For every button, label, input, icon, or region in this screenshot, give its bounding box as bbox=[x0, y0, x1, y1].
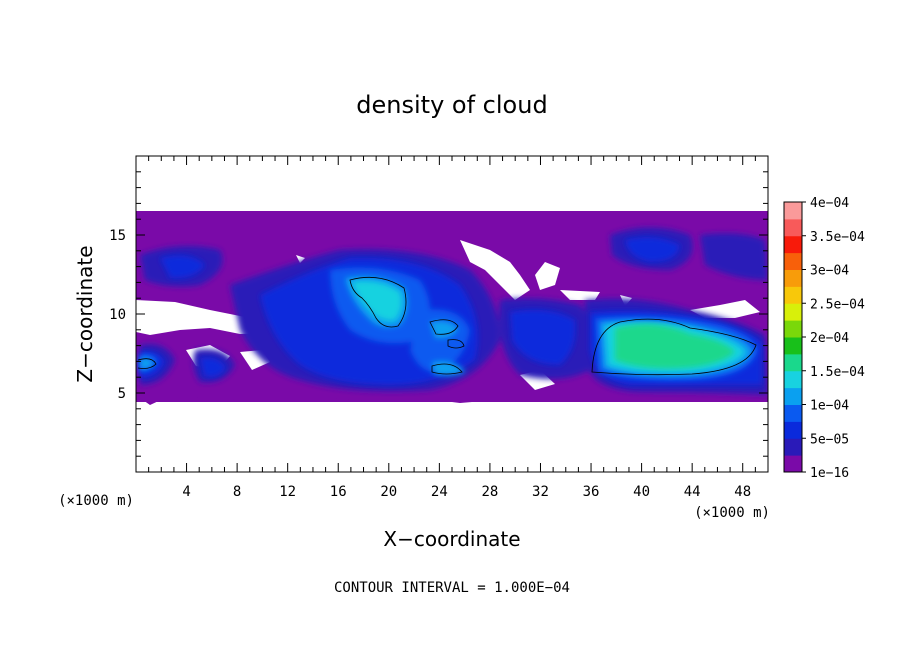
x-unit-label: (×1000 m) bbox=[694, 505, 770, 521]
x-tick-labels: 4 8 12 16 20 24 28 32 36 40 44 48 bbox=[182, 484, 751, 500]
colorbar-swatch bbox=[784, 252, 802, 270]
colorbar-label: 3.5e−04 bbox=[810, 230, 865, 245]
level-6-region bbox=[615, 324, 735, 369]
x-axis-label: X−coordinate bbox=[383, 527, 520, 551]
x-tick-label: 28 bbox=[481, 484, 498, 500]
x-tick-label: 16 bbox=[330, 484, 347, 500]
colorbar-swatch bbox=[784, 235, 802, 254]
x-tick-label: 44 bbox=[684, 484, 701, 500]
x-tick-label: 8 bbox=[233, 484, 241, 500]
colorbar-swatch bbox=[784, 202, 802, 220]
colorbar bbox=[783, 201, 803, 473]
x-tick-label: 48 bbox=[734, 484, 751, 500]
y-axis-label: Z−coordinate bbox=[73, 245, 97, 382]
x-tick-label: 12 bbox=[279, 484, 296, 500]
colorbar-swatch bbox=[784, 269, 802, 287]
axis-ticks bbox=[135, 155, 769, 473]
x-tick-label: 20 bbox=[380, 484, 397, 500]
y-tick-labels: 5 10 15 bbox=[109, 228, 126, 402]
colorbar-swatch bbox=[784, 387, 802, 405]
cloud-lower-edge bbox=[136, 395, 768, 405]
colorbar-label: 1.5e−04 bbox=[810, 365, 865, 380]
colorbar-label: 2e−04 bbox=[810, 331, 849, 346]
colorbar-swatch bbox=[784, 303, 802, 321]
y-tick-label: 10 bbox=[109, 307, 126, 323]
colorbar-label: 1e−16 bbox=[810, 466, 849, 481]
x-tick-label: 4 bbox=[182, 484, 190, 500]
contour-field bbox=[136, 211, 768, 405]
colorbar-swatch bbox=[784, 353, 802, 372]
colorbar-swatch bbox=[784, 320, 802, 338]
colorbar-labels: 1e−16 5e−05 1e−04 1.5e−04 2e−04 2.5e−04 3e−04 3… bbox=[802, 196, 865, 481]
x-tick-label: 24 bbox=[431, 484, 448, 500]
colorbar-swatch bbox=[784, 337, 802, 355]
x-tick-label: 36 bbox=[583, 484, 600, 500]
x-tick-label: 32 bbox=[532, 484, 549, 500]
y-unit-label: (×1000 m) bbox=[58, 493, 134, 509]
colorbar-swatch bbox=[784, 286, 802, 304]
colorbar-swatch bbox=[784, 218, 802, 237]
colorbar-label: 1e−04 bbox=[810, 399, 849, 414]
y-tick-label: 5 bbox=[118, 386, 126, 402]
colorbar-label: 3e−04 bbox=[810, 264, 849, 279]
contour-interval-note: CONTOUR INTERVAL = 1.000E−04 bbox=[334, 580, 570, 596]
contour-lines bbox=[137, 276, 757, 376]
x-tick-label: 40 bbox=[633, 484, 650, 500]
colorbar-swatch bbox=[784, 370, 802, 389]
y-tick-label: 15 bbox=[109, 228, 126, 244]
colorbar-label: 4e−04 bbox=[810, 196, 849, 211]
colorbar-label: 2.5e−04 bbox=[810, 297, 865, 312]
colorbar-swatch bbox=[784, 438, 802, 456]
colorbar-swatch bbox=[784, 455, 802, 473]
colorbar-swatch bbox=[784, 404, 802, 422]
chart-title: density of cloud bbox=[356, 91, 547, 119]
colorbar-label: 5e−05 bbox=[810, 432, 849, 447]
colorbar-swatch bbox=[784, 421, 802, 439]
